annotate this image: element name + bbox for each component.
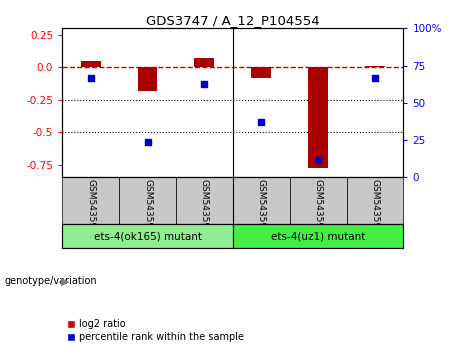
Text: GSM543591: GSM543591 [257, 179, 266, 234]
Point [87, 75, 95, 80]
Bar [233, 177, 290, 224]
Bar [251, 67, 271, 78]
Bar [308, 67, 328, 169]
Text: GSM543592: GSM543592 [143, 179, 152, 234]
Text: ▶: ▶ [61, 276, 70, 286]
Text: genotype/variation: genotype/variation [5, 276, 97, 286]
Bar [137, 67, 158, 91]
Bar [233, 224, 403, 248]
Text: ets-4(ok165) mutant: ets-4(ok165) mutant [94, 231, 201, 241]
Point [201, 81, 208, 86]
Bar [176, 177, 233, 224]
Point [371, 75, 378, 80]
Text: GSM543595: GSM543595 [371, 179, 379, 234]
Bar [290, 177, 347, 224]
Bar [347, 177, 403, 224]
Bar [365, 66, 385, 67]
Point [258, 119, 265, 125]
Bar [62, 224, 233, 248]
Bar [119, 177, 176, 224]
Point [144, 139, 151, 144]
Bar [81, 61, 100, 67]
Bar [195, 58, 214, 67]
Text: GSM543594: GSM543594 [200, 179, 209, 234]
Title: GDS3747 / A_12_P104554: GDS3747 / A_12_P104554 [146, 14, 319, 27]
Point [314, 157, 322, 162]
Text: GSM543590: GSM543590 [86, 179, 95, 234]
Bar [62, 177, 119, 224]
Legend: log2 ratio, percentile rank within the sample: log2 ratio, percentile rank within the s… [67, 319, 244, 342]
Text: GSM543593: GSM543593 [313, 179, 323, 234]
Text: ets-4(uz1) mutant: ets-4(uz1) mutant [271, 231, 365, 241]
